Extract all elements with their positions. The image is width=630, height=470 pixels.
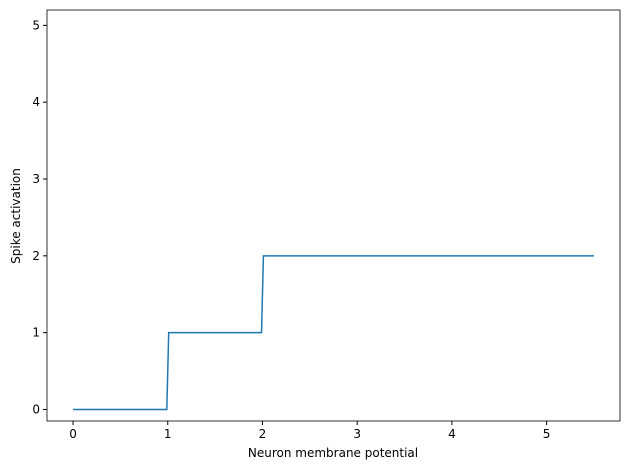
x-tick-label: 0 [69,427,77,441]
x-tick-label: 5 [543,427,551,441]
y-tick-label: 4 [32,95,40,109]
x-tick-label: 1 [164,427,172,441]
y-tick-label: 3 [32,172,40,186]
data-line [73,255,594,411]
x-tick-label: 3 [353,427,361,441]
y-tick-label: 0 [32,402,40,416]
y-tick-label: 5 [32,18,40,32]
x-axis-label: Neuron membrane potential [248,446,418,460]
y-tick-label: 2 [32,249,40,263]
x-tick-label: 2 [259,427,267,441]
x-tick-label: 4 [448,427,456,441]
axes-frame [46,9,621,422]
y-axis-label: Spike activation [9,168,23,264]
y-tick-label: 1 [32,326,40,340]
